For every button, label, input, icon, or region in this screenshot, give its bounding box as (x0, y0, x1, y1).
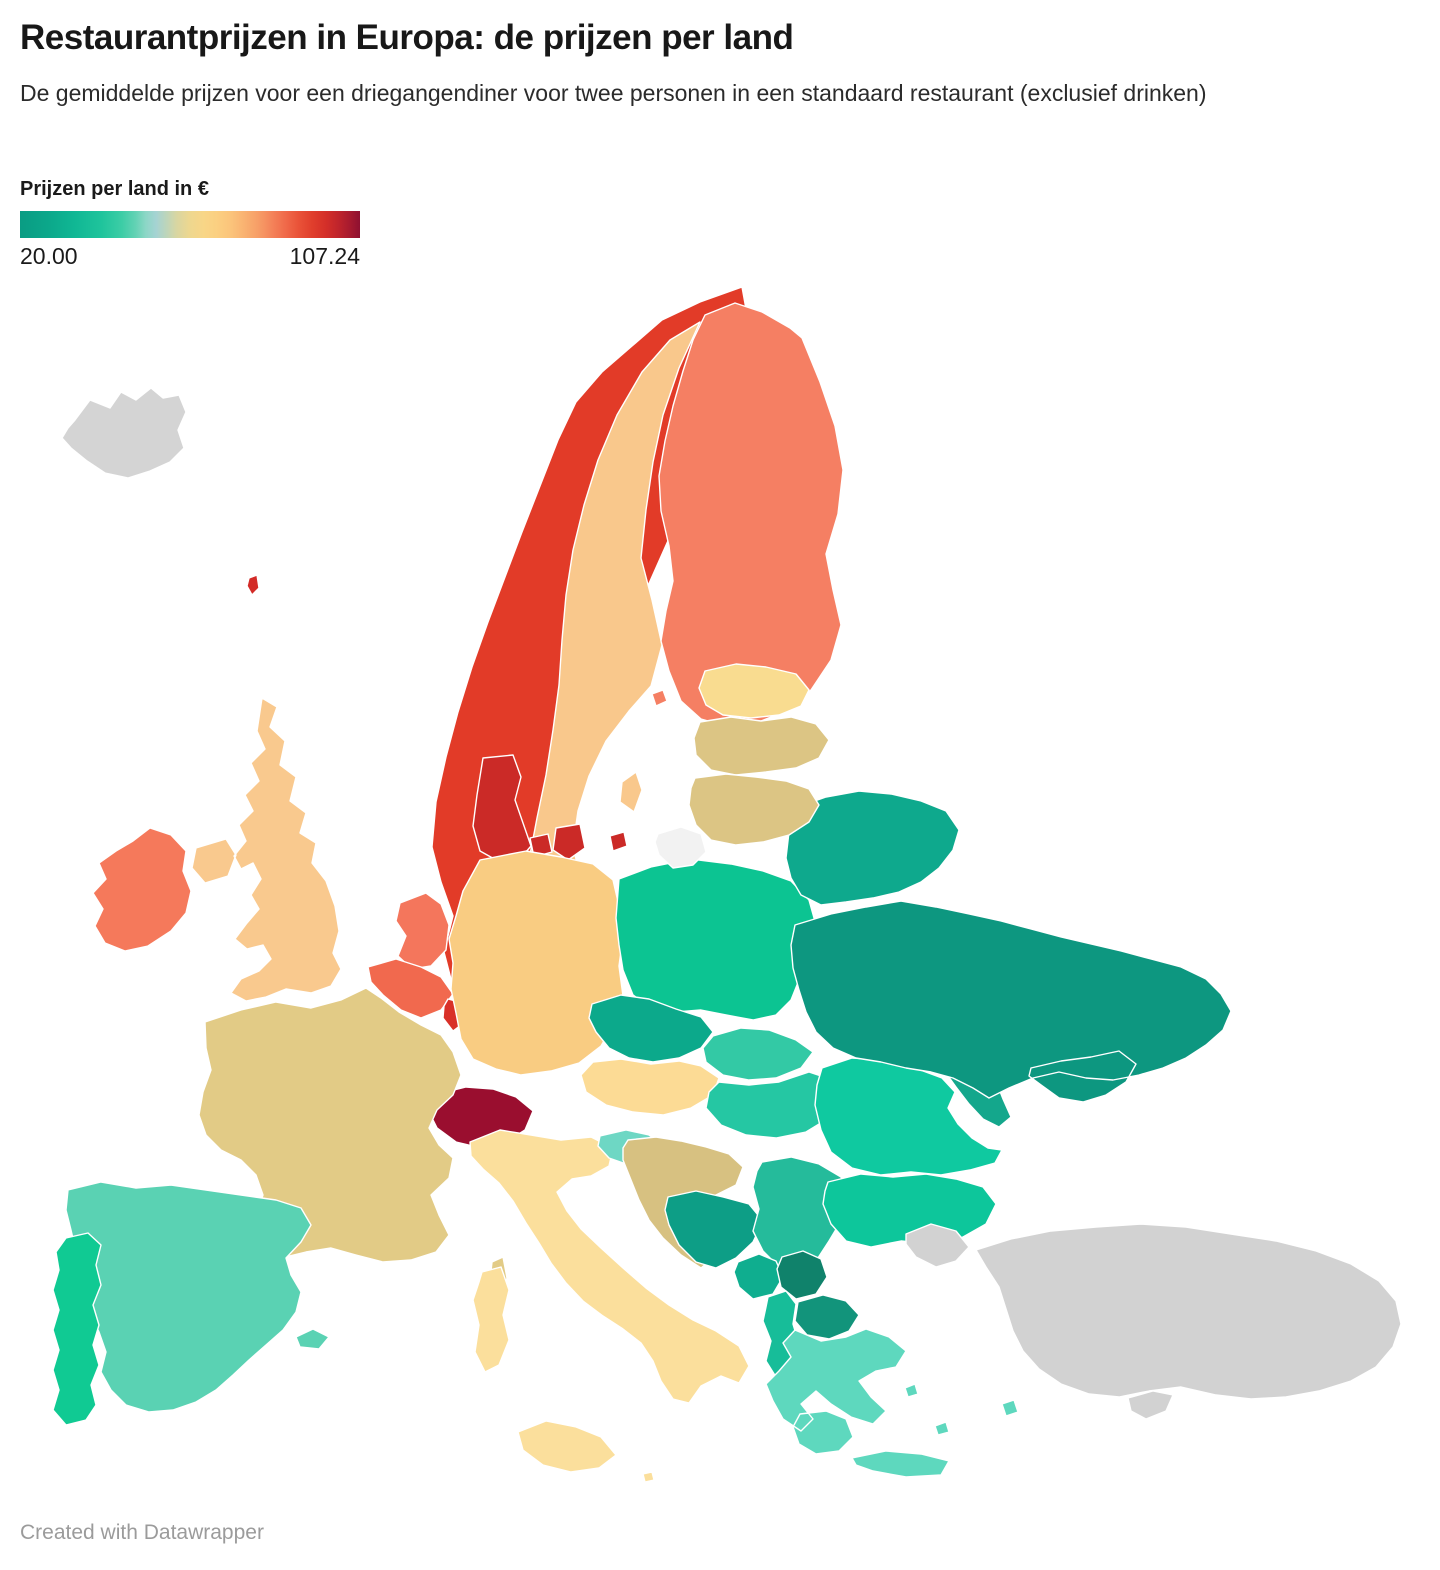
country-estonia[interactable]: Estonia (698, 663, 810, 719)
country-hungary[interactable]: Hungary (705, 1071, 842, 1139)
country-greece[interactable]: Greece (765, 1328, 1019, 1478)
country-poland[interactable]: Poland (615, 858, 817, 1021)
country-kaliningrad-russia[interactable]: Kaliningrad (Russia) (654, 826, 707, 869)
legend-min-label: 20.00 (20, 243, 78, 269)
country-united-kingdom[interactable]: United Kingdom (191, 697, 342, 1002)
country-germany[interactable]: Germany (448, 850, 624, 1076)
country-cyprus[interactable]: Cyprus (1127, 1390, 1174, 1420)
country-bulgaria[interactable]: Bulgaria (822, 1173, 997, 1248)
country-bosnia-and-herzegovina[interactable]: Bosnia and Herzegovina (664, 1190, 764, 1269)
country-ireland[interactable]: Ireland (92, 827, 192, 952)
country-iceland[interactable]: Iceland (61, 387, 187, 479)
color-legend: Prijzen per land in € 20.00 107.24 (20, 178, 360, 270)
country-kosovo[interactable]: Kosovo (776, 1250, 828, 1300)
country-spain[interactable]: Spain (65, 1181, 330, 1413)
footer-attribution[interactable]: Created with Datawrapper (20, 1521, 264, 1544)
country-netherlands[interactable]: Netherlands (395, 892, 450, 970)
legend-labels: 20.00 107.24 (20, 243, 360, 270)
country-belgium[interactable]: Belgium (367, 958, 454, 1019)
page-title: Restaurantprijzen in Europa: de prijzen … (20, 18, 794, 57)
country-czechia[interactable]: Czechia (588, 994, 714, 1063)
country-lithuania[interactable]: Lithuania (688, 773, 820, 846)
country-north-macedonia[interactable]: North Macedonia (794, 1294, 860, 1340)
country-turkey[interactable]: Turkey (905, 1223, 1402, 1400)
country-portugal[interactable]: Portugal (52, 1232, 102, 1426)
country-faroe-islands[interactable]: Faroe Islands (246, 574, 260, 596)
header: Restaurantprijzen in Europa: de prijzen … (20, 18, 1420, 110)
country-romania[interactable]: Romania (814, 1057, 1003, 1176)
country-austria[interactable]: Austria (580, 1058, 720, 1116)
country-finland[interactable]: Finland (651, 302, 844, 727)
page-subtitle: De gemiddelde prijzen voor een driegange… (20, 80, 1207, 107)
legend-title: Prijzen per land in € (20, 178, 209, 200)
country-montenegro[interactable]: Montenegro (733, 1253, 784, 1300)
legend-gradient-bar (20, 211, 360, 238)
country-italy[interactable]: Italy (469, 1129, 750, 1483)
country-belarus[interactable]: Belarus (785, 790, 960, 906)
legend-max-label: 107.24 (289, 243, 360, 269)
country-ukraine[interactable]: Ukraine (790, 900, 1232, 1103)
country-slovakia[interactable]: Slovakia (702, 1027, 814, 1081)
country-latvia[interactable]: Latvia (693, 716, 830, 776)
